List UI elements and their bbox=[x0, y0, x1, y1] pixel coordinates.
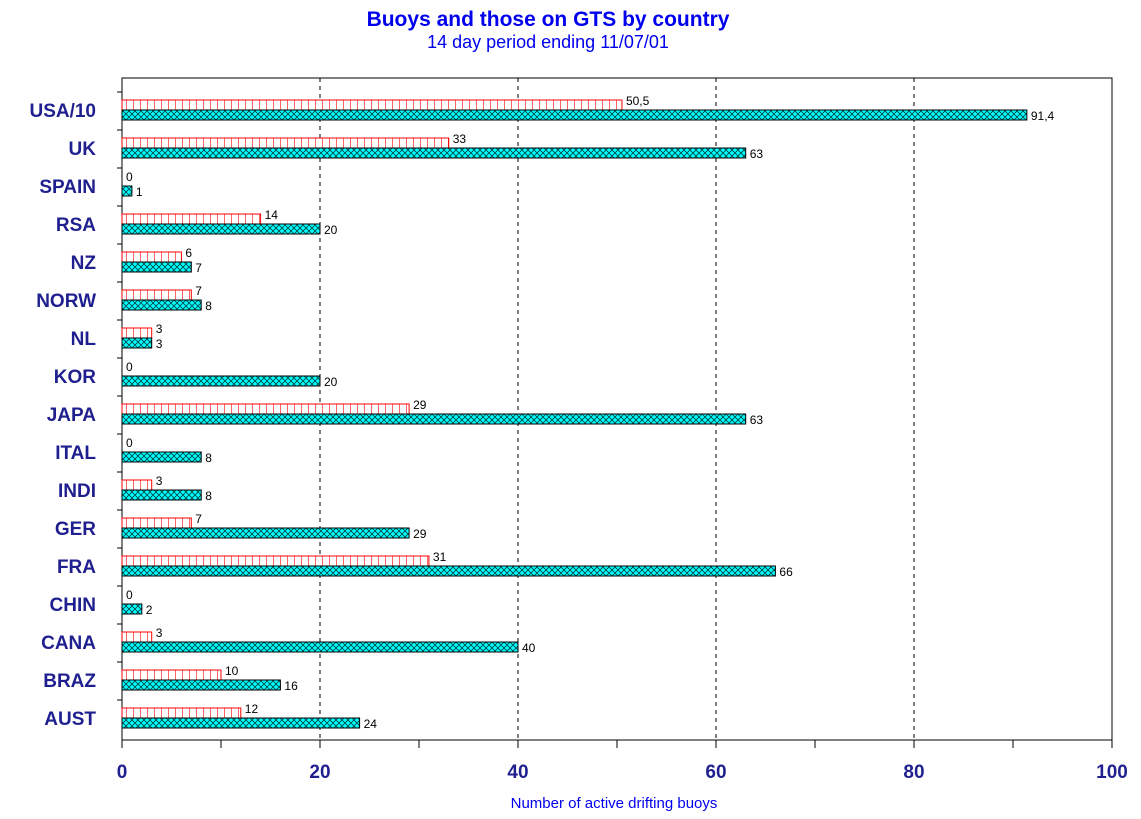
bar bbox=[121, 185, 133, 197]
bar bbox=[121, 565, 776, 577]
bar bbox=[121, 517, 192, 529]
bar-value-label: 24 bbox=[364, 717, 378, 731]
category-label: NORW bbox=[36, 291, 96, 312]
bar-value-label: 12 bbox=[245, 702, 259, 716]
bar bbox=[121, 327, 153, 339]
bar-value-label: 29 bbox=[413, 398, 427, 412]
category-label: JAPA bbox=[47, 405, 97, 426]
bar-value-label: 14 bbox=[265, 208, 279, 222]
bar-value-label: 91,4 bbox=[1031, 109, 1055, 123]
bar-value-label: 63 bbox=[750, 147, 764, 161]
category-label: USA/10 bbox=[29, 101, 96, 122]
bar bbox=[121, 213, 262, 225]
bar-value-label: 20 bbox=[324, 223, 338, 237]
bar-value-label: 3 bbox=[156, 337, 163, 351]
bar-value-label: 10 bbox=[225, 664, 239, 678]
x-tick-label: 20 bbox=[309, 762, 330, 783]
x-tick-label: 40 bbox=[507, 762, 528, 783]
bar-value-label: 33 bbox=[453, 132, 467, 146]
bar bbox=[121, 631, 153, 643]
bar bbox=[121, 99, 623, 111]
x-axis: 0 20 40 60 80 100 bbox=[117, 740, 1128, 783]
category-label: FRA bbox=[57, 557, 96, 578]
category-label: AUST bbox=[44, 709, 96, 730]
category-label: INDI bbox=[58, 481, 96, 502]
bar-value-label: 0 bbox=[126, 170, 133, 184]
bar-value-label: 0 bbox=[126, 588, 133, 602]
bar bbox=[121, 299, 202, 311]
bar bbox=[121, 413, 747, 425]
bar-value-label: 50,5 bbox=[626, 94, 650, 108]
bar bbox=[121, 289, 192, 301]
bar-value-label: 7 bbox=[195, 512, 202, 526]
bar bbox=[121, 223, 321, 235]
category-label: UK bbox=[69, 139, 97, 160]
x-tick-label: 0 bbox=[117, 762, 128, 783]
category-label: RSA bbox=[56, 215, 96, 236]
bar-value-label: 2 bbox=[146, 603, 153, 617]
bar-value-label: 31 bbox=[433, 550, 447, 564]
bar-value-label: 40 bbox=[522, 641, 536, 655]
bar bbox=[121, 261, 192, 273]
bar bbox=[121, 479, 153, 491]
bar-value-label: 7 bbox=[195, 261, 202, 275]
x-tick-label: 100 bbox=[1096, 762, 1128, 783]
bar-value-label: 0 bbox=[126, 436, 133, 450]
chart-title: Buoys and those on GTS by country bbox=[367, 8, 730, 31]
bars: 50,591,433630114206778330202963083872931… bbox=[121, 94, 1055, 731]
bar bbox=[121, 451, 202, 463]
bar-value-label: 7 bbox=[195, 284, 202, 298]
x-axis-label: Number of active drifting buoys bbox=[511, 795, 718, 812]
bar bbox=[121, 251, 182, 263]
category-label: GER bbox=[55, 519, 96, 540]
bar bbox=[121, 603, 143, 615]
chart-subtitle: 14 day period ending 11/07/01 bbox=[427, 32, 669, 52]
bar bbox=[121, 137, 450, 149]
category-label: ITAL bbox=[55, 443, 96, 464]
bar-value-label: 63 bbox=[750, 413, 764, 427]
bar-value-label: 3 bbox=[156, 626, 163, 640]
bar-value-label: 1 bbox=[136, 185, 143, 199]
bar bbox=[121, 375, 321, 387]
bar-value-label: 8 bbox=[205, 299, 212, 313]
bar-value-label: 8 bbox=[205, 489, 212, 503]
bar-value-label: 8 bbox=[205, 451, 212, 465]
x-tick-label: 80 bbox=[903, 762, 924, 783]
bar bbox=[121, 555, 430, 567]
category-label: SPAIN bbox=[39, 177, 96, 198]
category-label: NL bbox=[71, 329, 97, 350]
bar bbox=[121, 679, 281, 691]
category-label: CHIN bbox=[50, 595, 96, 616]
bar-value-label: 16 bbox=[284, 679, 298, 693]
bar bbox=[121, 641, 519, 653]
bar bbox=[121, 717, 361, 729]
bar-value-label: 66 bbox=[779, 565, 793, 579]
bar-value-label: 0 bbox=[126, 360, 133, 374]
bar bbox=[121, 489, 202, 501]
bar bbox=[121, 669, 222, 681]
bar bbox=[121, 109, 1028, 121]
bar bbox=[121, 527, 410, 539]
bar-value-label: 6 bbox=[185, 246, 192, 260]
bar-value-label: 29 bbox=[413, 527, 427, 541]
bar-value-label: 3 bbox=[156, 322, 163, 336]
category-label: KOR bbox=[54, 367, 97, 388]
category-label: BRAZ bbox=[43, 671, 96, 692]
category-labels: USA/10 UK SPAIN RSA NZ NORW NL KOR JAPA ITAL INDI G… bbox=[29, 91, 122, 730]
x-tick-label: 60 bbox=[705, 762, 726, 783]
bar-value-label: 3 bbox=[156, 474, 163, 488]
category-label: NZ bbox=[71, 253, 97, 274]
bar bbox=[121, 147, 747, 159]
bar bbox=[121, 337, 153, 349]
bar bbox=[121, 403, 410, 415]
category-label: CANA bbox=[41, 633, 96, 654]
bar bbox=[121, 707, 242, 719]
bar-value-label: 20 bbox=[324, 375, 338, 389]
